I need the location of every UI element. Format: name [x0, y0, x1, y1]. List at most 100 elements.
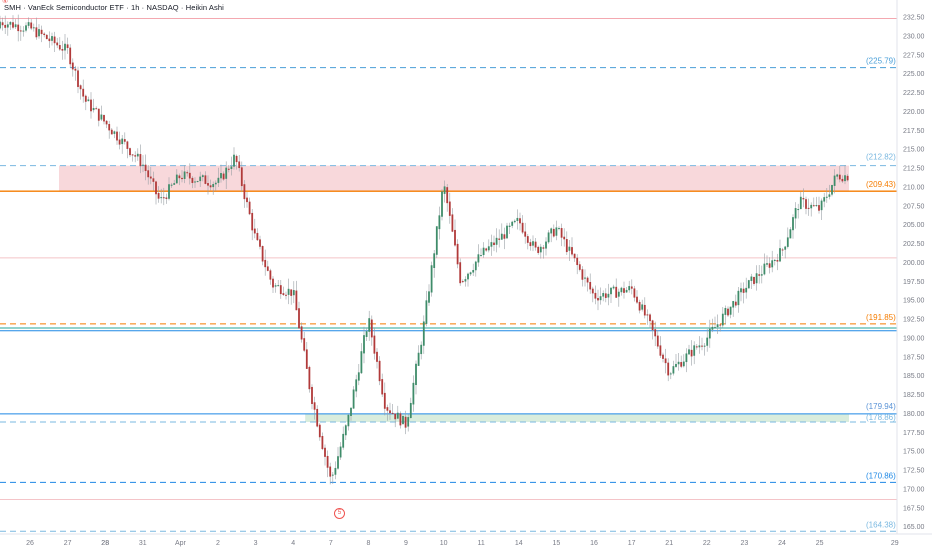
candle-body	[381, 379, 384, 395]
candle-body	[620, 287, 623, 293]
candle-body	[373, 335, 376, 354]
candle-body	[342, 433, 345, 448]
candle-body	[690, 349, 693, 357]
candle-body	[472, 269, 475, 273]
price-tick-label: 185.00	[903, 373, 925, 380]
candle-body	[433, 253, 436, 268]
time-tick-label: 29	[891, 540, 899, 547]
candle-body	[105, 120, 108, 125]
candle-body	[477, 254, 480, 263]
candle-body	[719, 324, 722, 326]
candle-body	[654, 329, 657, 337]
candle-body	[43, 33, 46, 36]
candle-body	[363, 335, 365, 354]
candle-body	[134, 155, 137, 157]
candle-body	[547, 232, 550, 243]
zones-layer	[59, 165, 849, 422]
candle-body	[503, 234, 506, 239]
candle-body	[201, 175, 204, 178]
candle-body	[555, 227, 558, 236]
candle-body	[399, 413, 402, 426]
earnings-marker-bottom[interactable]: 5	[334, 508, 345, 519]
candle-body	[571, 247, 573, 255]
time-tick-label: 24	[778, 540, 786, 547]
candle-body	[311, 386, 313, 404]
candle-body	[649, 314, 651, 322]
candle-body	[750, 276, 753, 281]
candle-body	[841, 178, 844, 182]
price-tick-label: 177.50	[903, 430, 925, 437]
candle-body	[511, 221, 514, 226]
candle-body	[672, 366, 675, 374]
candle-body	[48, 38, 51, 42]
candle-body	[784, 246, 787, 250]
candle-body	[448, 201, 451, 216]
candle-body	[792, 217, 794, 231]
earnings-marker-top[interactable]: ④	[2, 0, 9, 5]
candle-body	[53, 36, 56, 44]
price-level-label: (170.86)	[866, 471, 896, 480]
candle-body	[136, 153, 139, 157]
time-tick-label: 10	[440, 540, 448, 547]
candle-body	[506, 225, 508, 239]
candle-body	[103, 115, 105, 122]
candle-body	[602, 293, 605, 297]
candle-body	[490, 242, 493, 247]
candle-body	[248, 201, 251, 215]
candle-body	[339, 446, 342, 458]
candle-body	[656, 335, 659, 347]
candle-body	[438, 215, 441, 230]
price-tick-label: 225.00	[903, 71, 925, 78]
candle-body	[350, 407, 352, 416]
candle-body	[828, 194, 831, 197]
candle-body	[212, 184, 215, 188]
candle-body	[157, 192, 160, 199]
candle-body	[711, 326, 714, 330]
candle-body	[389, 410, 391, 414]
candle-body	[196, 181, 199, 183]
price-tick-label: 230.00	[903, 33, 925, 40]
candle-body	[776, 260, 779, 262]
price-axis[interactable]: 232.50 230.00 227.50 225.00 222.50 220.00 217.…	[896, 0, 925, 534]
price-level-label: (178.86)	[866, 413, 896, 422]
price-tick-label: 172.50	[903, 468, 925, 475]
candle-body	[508, 225, 511, 227]
candle-body	[789, 229, 792, 239]
time-tick-label: 23	[741, 540, 749, 547]
price-labels-layer: (225.79) (212.82) (209.43) (191.85) (179.94)…	[866, 57, 896, 530]
candle-body	[612, 286, 615, 289]
candle-body	[831, 184, 833, 195]
candle-body	[290, 289, 293, 296]
candle-body	[329, 466, 332, 477]
price-tick-label: 175.00	[903, 449, 925, 456]
time-tick-label: 27	[64, 540, 72, 547]
time-tick-label: 25	[816, 540, 824, 547]
candle-body	[446, 187, 449, 204]
candle-body	[207, 183, 209, 186]
candle-body	[337, 456, 339, 469]
candle-body	[313, 402, 316, 410]
candle-body	[347, 414, 350, 427]
candle-body	[217, 177, 220, 183]
candle-body	[178, 175, 181, 179]
candle-body	[420, 344, 423, 355]
candle-body	[805, 199, 807, 209]
candle-body	[701, 345, 703, 347]
candle-body	[233, 154, 235, 167]
candle-body	[519, 218, 521, 224]
candle-body	[799, 196, 802, 210]
time-tick-label: 26	[26, 540, 34, 547]
candle-body	[573, 253, 576, 259]
time-axis[interactable]: 26 27 28 31 Apr 2 3 4 7 8 9 10 11 14 15 16 17 21 22 23 24 252…	[0, 533, 932, 547]
candle-body	[581, 269, 584, 280]
candle-body	[97, 108, 100, 121]
candle-body	[77, 70, 79, 87]
candle-body	[662, 354, 664, 359]
candle-body	[261, 246, 264, 262]
candle-body	[87, 99, 90, 102]
time-tick-label: 28	[101, 540, 109, 547]
candle-body	[833, 175, 836, 186]
candle-body	[360, 351, 363, 374]
candle-body	[126, 141, 129, 149]
